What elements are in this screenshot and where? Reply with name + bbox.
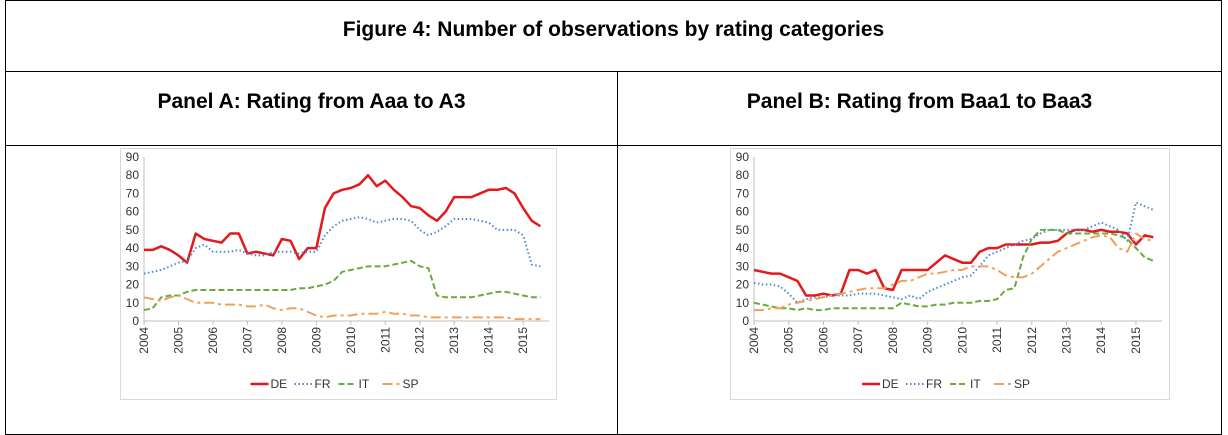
panel-title: Panel A: Rating from Aaa to A3 (5, 71, 618, 146)
x-tick-label: 2013 (447, 327, 461, 354)
y-tick-label: 80 (736, 168, 750, 182)
y-tick-label: 0 (132, 314, 139, 328)
y-tick-label: 10 (736, 296, 750, 310)
x-tick-label: 2010 (344, 327, 358, 354)
x-tick-label: 2008 (886, 327, 900, 354)
y-tick-label: 90 (126, 150, 140, 164)
x-tick-label: 2009 (921, 327, 935, 354)
y-tick-label: 10 (126, 296, 140, 310)
series-line (754, 232, 1154, 312)
x-tick-label: 2009 (309, 327, 323, 354)
chart: 0 10 20 30 40 50 60 70 80 90 2004 2005 2006 2007 2008 2… (120, 148, 557, 400)
legend-label: DE (271, 377, 288, 391)
x-tick-label: 2014 (1094, 327, 1108, 354)
legend-label: DE (882, 377, 899, 391)
legend-label: IT (970, 377, 981, 391)
chart-frame (730, 148, 1170, 400)
x-tick-label: 2011 (990, 327, 1004, 353)
figure-title: Figure 4: Number of observations by rati… (5, 0, 1222, 72)
x-tick-label: 2013 (1060, 327, 1074, 354)
legend-label: FR (315, 377, 331, 391)
series-line (144, 173, 542, 264)
y-tick-label: 70 (126, 186, 140, 200)
x-tick-label: 2005 (782, 327, 796, 354)
y-tick-label: 50 (126, 223, 140, 237)
legend-label: SP (403, 377, 419, 391)
y-tick-label: 20 (126, 278, 140, 292)
chart: 0 10 20 30 40 50 60 70 80 90 2004 2005 2006 2007 2008 2… (730, 148, 1170, 400)
series-line (753, 228, 1154, 312)
y-tick-label: 70 (736, 186, 750, 200)
x-tick-label: 2005 (171, 327, 185, 354)
x-tick-label: 2004 (137, 327, 151, 354)
x-tick-label: 2007 (851, 327, 865, 354)
x-tick-label: 2006 (206, 327, 220, 354)
x-tick-label: 2015 (516, 327, 530, 354)
x-tick-label: 2012 (413, 327, 427, 354)
panel-title: Panel B: Rating from Baa1 to Baa3 (617, 71, 1222, 146)
y-tick-label: 30 (736, 259, 750, 273)
x-tick-label: 2015 (1129, 327, 1143, 354)
chart-frame (120, 148, 557, 400)
x-tick-label: 2006 (816, 327, 830, 354)
x-tick-label: 2014 (482, 327, 496, 354)
x-tick-label: 2007 (240, 327, 254, 354)
x-tick-label: 2012 (1025, 327, 1039, 354)
series-line (143, 294, 541, 321)
series-line (753, 228, 1154, 297)
x-tick-label: 2010 (955, 327, 969, 354)
x-tick-label: 2004 (747, 327, 761, 354)
legend-label: SP (1014, 377, 1030, 391)
y-tick-label: 60 (126, 205, 140, 219)
y-tick-label: 0 (742, 314, 749, 328)
y-tick-label: 20 (736, 278, 750, 292)
y-tick-label: 40 (736, 241, 750, 255)
page: {"figure_title": "Figure 4: Number of ob… (5, 0, 1222, 435)
x-tick-label: 2011 (378, 327, 392, 353)
y-tick-label: 90 (736, 150, 750, 164)
legend-label: FR (926, 377, 942, 391)
legend-label: IT (359, 377, 370, 391)
y-tick-label: 30 (126, 259, 140, 273)
y-tick-label: 50 (736, 223, 750, 237)
series-line (143, 259, 541, 312)
y-tick-label: 40 (126, 241, 140, 255)
y-tick-label: 80 (126, 168, 140, 182)
series-line (143, 216, 541, 275)
y-tick-label: 60 (736, 205, 750, 219)
x-tick-label: 2008 (275, 327, 289, 354)
